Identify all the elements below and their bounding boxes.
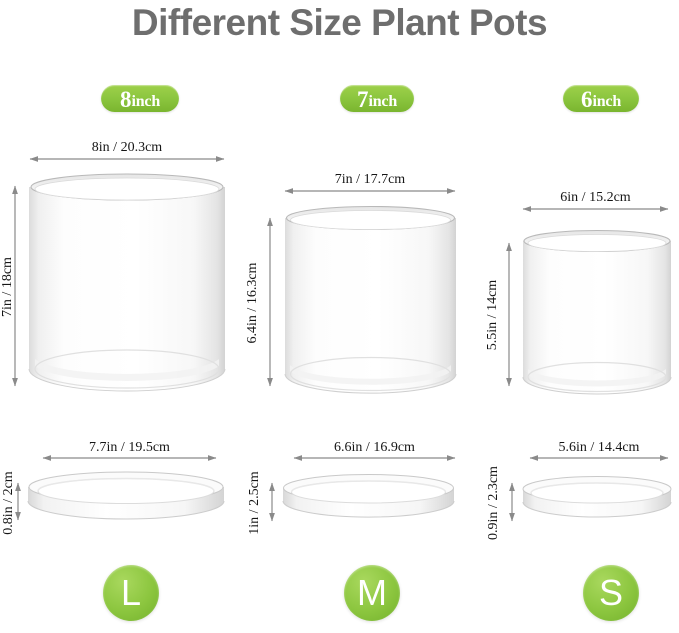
size-pill-6inch: 6 inch xyxy=(563,85,639,112)
plant-saucer-small xyxy=(521,475,673,533)
saucer-width-label-medium: 6.6in / 16.9cm xyxy=(334,440,415,455)
size-pill-8inch: 8 inch xyxy=(101,85,179,112)
pot-width-label-small: 6in / 15.2cm xyxy=(560,190,631,205)
size-pill-number: 6 xyxy=(580,87,593,112)
plant-pot-medium xyxy=(283,205,458,397)
size-pill-unit: inch xyxy=(131,92,161,110)
size-badge-large: L xyxy=(103,565,159,621)
saucer-height-label-small: 0.9in / 2.3cm xyxy=(486,466,501,540)
pot-height-label-large: 7in / 18cm xyxy=(0,257,15,317)
plant-pot-large xyxy=(27,173,227,397)
pot-height-label-small: 5.5in / 14cm xyxy=(485,279,500,351)
saucer-height-label-large: 0.8in / 2cm xyxy=(1,471,16,535)
size-badge-medium: M xyxy=(344,565,400,621)
saucer-width-label-large: 7.7in / 19.5cm xyxy=(89,440,170,455)
pot-width-label-medium: 7in / 17.7cm xyxy=(334,172,406,187)
size-pill-number: 8 xyxy=(119,87,132,112)
saucer-width-label-small: 5.6in / 14.4cm xyxy=(558,440,640,455)
pot-height-label-medium: 6.4in / 16.3cm xyxy=(245,262,260,344)
size-pill-unit: inch xyxy=(592,92,622,110)
saucer-height-label-medium: 1in / 2.5cm xyxy=(247,471,262,535)
pot-width-label-large: 8in / 20.3cm xyxy=(91,140,163,155)
size-pill-unit: inch xyxy=(368,92,398,110)
plant-saucer-medium xyxy=(281,473,456,533)
plant-pot-small xyxy=(521,229,673,397)
page-title: Different Size Plant Pots xyxy=(131,2,548,43)
size-pill-7inch: 7 inch xyxy=(340,85,414,112)
plant-saucer-large xyxy=(26,471,226,533)
size-pill-number: 7 xyxy=(356,87,369,112)
size-badge-small: S xyxy=(583,565,639,621)
